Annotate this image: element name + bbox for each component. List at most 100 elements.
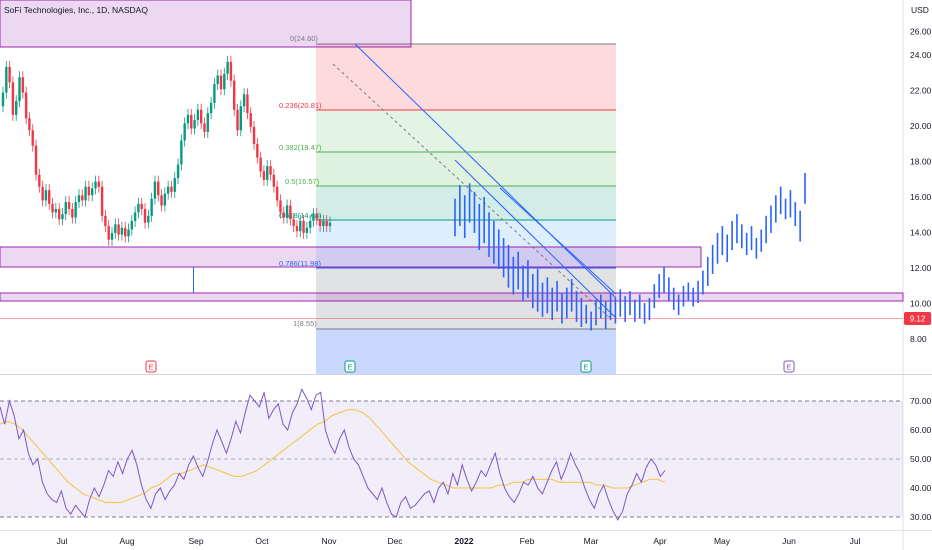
candle-body [246,94,249,114]
channel-line-lower[interactable] [454,159,617,319]
candle-body [94,181,97,189]
fib-label-0.786: 0.786(11.98) [279,259,321,268]
candle-body [15,101,18,115]
candle-body [292,219,295,227]
price-tick: 10.00 [910,299,932,309]
price-axis[interactable]: 26.00 24.00 22.00 20.00 18.00 16.00 14.0… [910,27,932,345]
candle-body [54,208,58,213]
channel-line-upper[interactable] [354,43,617,299]
candle-body [328,222,332,227]
resistance-zone[interactable] [0,246,702,268]
time-axis[interactable]: Jul Aug Sep Oct Nov Dec 2022 Feb Mar Apr… [57,536,861,546]
time-tick: Jul [850,536,861,546]
candle-body [64,202,67,215]
candle-body [90,188,94,196]
price-tick: 12.00 [910,263,932,273]
candle-body [256,143,259,158]
earnings-marker-3[interactable]: E [580,360,592,373]
price-tick: 16.00 [910,192,932,202]
candle-body [137,203,140,213]
candle-body [209,102,213,114]
fib-label-0.5: 0.5(16.57) [285,177,320,186]
candle-body [229,61,233,81]
candle-body [223,73,226,90]
channel-line-third[interactable] [499,187,617,295]
candle-body [318,219,322,227]
candle-body [1,92,5,107]
fibonacci-retracement[interactable] [316,43,616,374]
fib-label-0.236: 0.236(20.81) [279,101,322,110]
time-tick: Feb [520,536,535,546]
candle-body [299,220,302,232]
earnings-marker-4[interactable]: E [783,360,795,373]
candle-body [34,145,38,175]
rsi-line [0,388,666,521]
earnings-marker-4-label: E [786,363,791,372]
fib-band-0.5-0.618 [316,186,616,220]
candle-body [114,224,117,233]
candle-body [259,157,262,172]
candle-body [242,94,246,107]
candle-body [107,226,110,240]
earnings-marker-3-label: E [583,363,588,372]
candle-body [120,227,124,235]
candle-body [285,205,289,218]
earnings-marker-1[interactable]: E [145,360,157,373]
price-tick: 20.00 [910,121,932,131]
fib-band-0.618-0.786 [316,220,616,268]
candle-body [239,106,243,131]
candle-body [124,227,127,237]
earnings-marker-1-label: E [148,363,153,372]
candle-body [196,109,200,120]
candle-body [219,75,223,90]
rsi-tick: 70.00 [910,396,932,406]
candle-body [127,229,130,237]
rsi-pane[interactable] [0,388,903,521]
candle-body [308,220,312,228]
candle-body [87,186,91,196]
candle-body [269,166,272,175]
candle-body [28,118,31,131]
candle-body [21,77,25,93]
candle-body [213,84,216,103]
top-left-zone[interactable] [0,0,412,48]
candle-body [312,214,315,221]
candle-body [117,224,120,235]
fib-label-0.382: 0.382(18.47) [279,143,322,152]
candle-body [305,227,309,233]
time-tick: Jun [782,536,796,546]
candle-body [166,186,170,194]
candle-body [104,215,107,227]
price-tick: 26.00 [910,27,932,37]
candle-body [147,215,150,223]
time-tick: Oct [255,536,269,546]
time-tick: 2022 [455,536,474,546]
candle-body [67,202,71,209]
candle-body [173,178,176,192]
candle-body [77,195,81,203]
time-tick: Mar [584,536,599,546]
symbol-title[interactable]: SoFi Technologies, Inc., 1D, NASDAQ [4,5,148,15]
candle-body [295,226,299,232]
candle-body [48,190,51,204]
price-tick: 8.00 [910,334,927,344]
candle-body [5,66,8,93]
candle-body [282,212,285,218]
rsi-axis[interactable]: 70.00 60.00 50.00 40.00 30.00 [910,396,932,522]
rsi-tick: 30.00 [910,512,932,522]
earnings-marker-2[interactable]: E [344,360,356,373]
time-tick: Nov [321,536,337,546]
rsi-tick: 50.00 [910,454,932,464]
candle-body [11,82,15,115]
fib-trend-line[interactable] [332,63,611,319]
candle-body [140,203,143,209]
price-candles [1,55,332,246]
support-zone[interactable] [0,292,904,302]
candle-body [153,181,157,199]
currency-label: USD [911,5,929,15]
fib-label-0.618: 0.618(14.68) [279,211,322,220]
candle-body [160,195,163,206]
last-price-label: 9.12 [910,315,926,324]
